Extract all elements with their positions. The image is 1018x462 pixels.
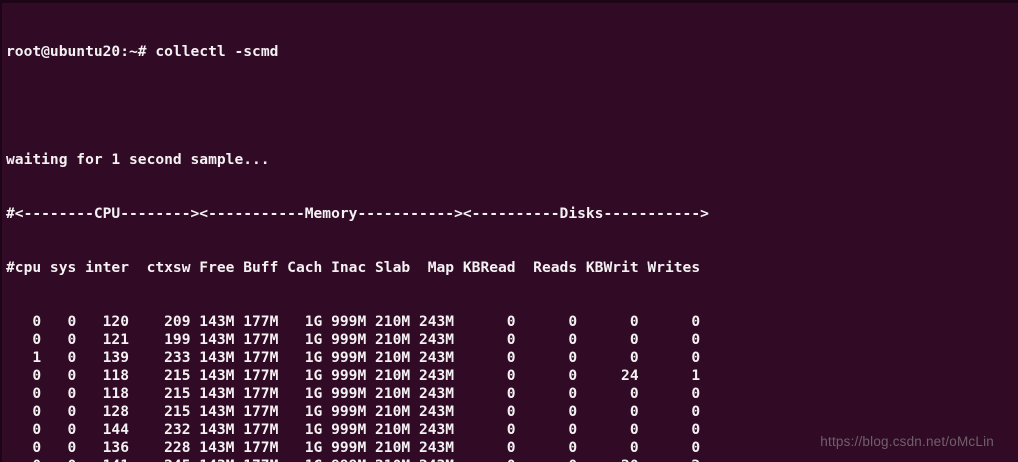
command-text: collectl -scmd <box>155 43 279 60</box>
table-row: 0 0 118 215 143M 177M 1G 999M 210M 243M … <box>6 385 701 402</box>
blank-line <box>6 97 1018 115</box>
table-row: 0 0 121 199 143M 177M 1G 999M 210M 243M … <box>6 331 701 348</box>
table-column-header: #cpu sys inter ctxsw Free Buff Cach Inac… <box>6 259 701 276</box>
shell-prompt: root@ubuntu20:~# <box>6 43 147 60</box>
watermark-text: https://blog.csdn.net/oMcLin <box>820 434 994 449</box>
terminal-screen[interactable]: root@ubuntu20:~# collectl -scmd waiting … <box>4 6 1018 462</box>
table-row: 0 0 136 228 143M 177M 1G 999M 210M 243M … <box>6 439 701 456</box>
table-row: 0 0 118 215 143M 177M 1G 999M 210M 243M … <box>6 367 701 384</box>
status-line: waiting for 1 second sample... <box>6 151 270 168</box>
table-row: 0 0 128 215 143M 177M 1G 999M 210M 243M … <box>6 403 701 420</box>
table-body: 0 0 120 209 143M 177M 1G 999M 210M 243M … <box>6 313 1018 462</box>
table-group-header: #<--------CPU--------><-----------Memory… <box>6 205 709 222</box>
table-row: 0 0 120 209 143M 177M 1G 999M 210M 243M … <box>6 313 701 330</box>
table-row: 0 0 141 245 143M 177M 1G 999M 210M 243M … <box>6 457 1018 462</box>
table-row: 1 0 139 233 143M 177M 1G 999M 210M 243M … <box>6 349 701 366</box>
table-row: 0 0 144 232 143M 177M 1G 999M 210M 243M … <box>6 421 701 438</box>
prompt-line: root@ubuntu20:~# collectl -scmd <box>6 43 1018 61</box>
